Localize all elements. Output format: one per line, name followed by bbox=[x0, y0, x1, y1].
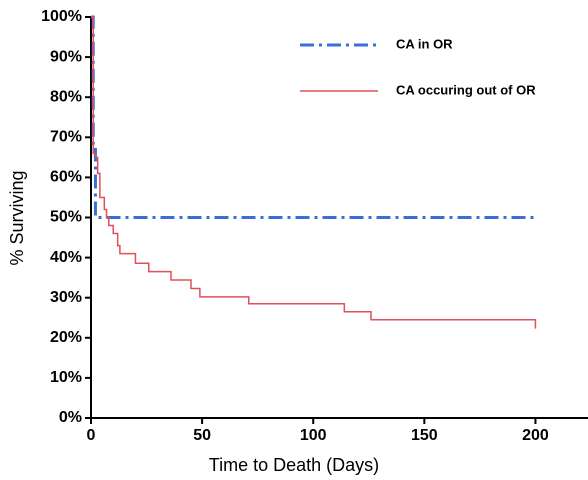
y-tick-label: 70% bbox=[50, 129, 82, 146]
x-tick-label: 50 bbox=[193, 427, 211, 444]
x-tick-label: 100 bbox=[300, 427, 327, 444]
legend-label: CA in OR bbox=[396, 36, 453, 51]
y-tick-label: 0% bbox=[59, 409, 82, 426]
x-tick-label: 200 bbox=[522, 427, 549, 444]
survival-line bbox=[91, 16, 537, 329]
survival-line bbox=[91, 15, 536, 219]
y-tick-label: 90% bbox=[50, 48, 82, 65]
y-tick-label: 20% bbox=[50, 329, 82, 346]
y-tick-label: 100% bbox=[41, 8, 82, 25]
x-axis-title: Time to Death (Days) bbox=[209, 455, 379, 475]
y-tick-label: 80% bbox=[50, 88, 82, 105]
x-tick-label: 150 bbox=[411, 427, 438, 444]
y-tick-label: 40% bbox=[50, 249, 82, 266]
y-tick-label: 10% bbox=[50, 369, 82, 386]
y-tick-label: 60% bbox=[50, 169, 82, 186]
y-tick-label: 30% bbox=[50, 289, 82, 306]
y-axis-title: % Surviving bbox=[7, 170, 27, 265]
y-tick-label: 50% bbox=[50, 209, 82, 226]
x-tick-label: 0 bbox=[87, 427, 96, 444]
legend-label: CA occuring out of OR bbox=[396, 82, 536, 97]
